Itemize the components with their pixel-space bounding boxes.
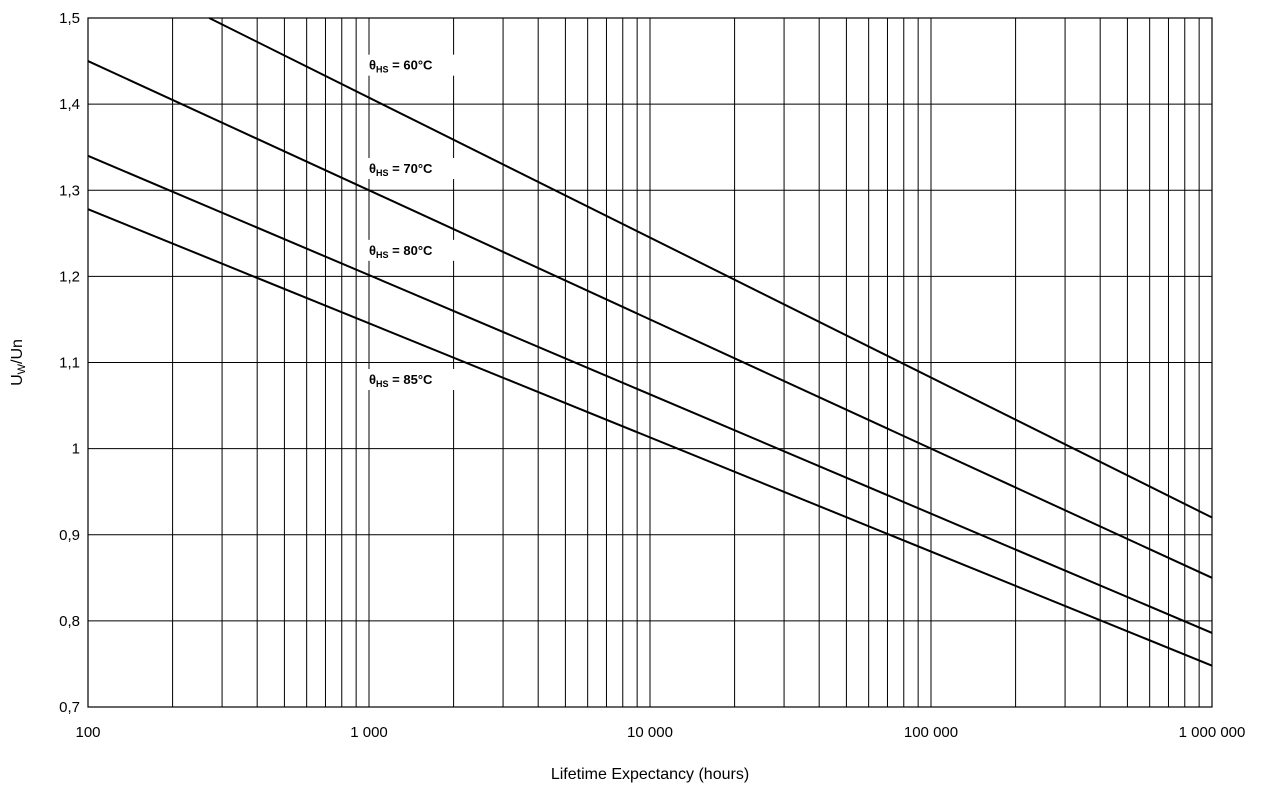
y-tick-label: 1,1	[59, 355, 80, 372]
x-tick-label: 1 000	[350, 724, 388, 741]
x-tick-labels: 100 1 000 10 000 100 000 1 000 000	[75, 724, 1245, 741]
series-line-4	[87, 208, 1213, 667]
y-tick-label: 1	[72, 441, 80, 458]
series-label-value: = 60°C	[389, 58, 433, 73]
series-label-2: θHS = 70°C	[363, 158, 459, 180]
plot-frame	[87, 17, 1213, 708]
x-axis-title: Lifetime Expectancy (hours)	[551, 766, 749, 783]
series-label-text: θHS = 70°C	[369, 161, 433, 178]
x-tick-label: 100 000	[904, 724, 958, 741]
series-label-subscript: HS	[376, 65, 389, 75]
series-label-3: θHS = 80°C	[363, 239, 459, 261]
y-tick-labels: 0,7 0,8 0,9 1 1,1 1,2 1,3 1,4 1,5	[59, 10, 80, 716]
series-label-1: θHS = 60°C	[363, 54, 459, 76]
series-label-text: θHS = 80°C	[369, 243, 433, 260]
series-label-background	[363, 158, 459, 180]
y-tick-label: 0,9	[59, 527, 80, 544]
series-label-4: θHS = 85°C	[363, 369, 459, 391]
series-label-subscript: HS	[376, 168, 389, 178]
y-tick-label: 0,8	[59, 613, 80, 630]
x-tick-label: 10 000	[627, 724, 673, 741]
series-label-text: θHS = 60°C	[369, 58, 433, 75]
series-line-2	[87, 60, 1213, 579]
series-label-text: θHS = 85°C	[369, 372, 433, 389]
y-axis-title-main: U	[9, 374, 26, 386]
series-label-value: = 85°C	[389, 372, 433, 387]
series-label-subscript: HS	[376, 250, 389, 260]
y-tick-label: 0,7	[59, 699, 80, 716]
series-label-symbol: θ	[369, 161, 376, 176]
series-label-background	[363, 239, 459, 261]
series-label-symbol: θ	[369, 372, 376, 387]
y-tick-label: 1,3	[59, 182, 80, 199]
y-axis-title: UW/Un	[9, 339, 28, 386]
y-tick-label: 1,4	[59, 96, 80, 113]
y-tick-label: 1,5	[59, 10, 80, 27]
y-axis-title-tail: /Un	[9, 339, 26, 364]
series-label-symbol: θ	[369, 58, 376, 73]
grid	[87, 17, 1212, 708]
y-tick-label: 1,2	[59, 268, 80, 285]
series-lines	[87, 17, 1213, 667]
series-label-subscript: HS	[376, 379, 389, 389]
y-axis-title-sub: W	[16, 363, 28, 374]
x-tick-label: 100	[75, 724, 100, 741]
series-label-value: = 70°C	[389, 161, 433, 176]
series-label-value: = 80°C	[389, 243, 433, 258]
series-line-1	[208, 17, 1213, 519]
x-tick-label: 1 000 000	[1179, 724, 1246, 741]
series-label-background	[363, 54, 459, 76]
series-label-background	[363, 369, 459, 391]
series-line-3	[87, 154, 1213, 634]
series-label-symbol: θ	[369, 243, 376, 258]
